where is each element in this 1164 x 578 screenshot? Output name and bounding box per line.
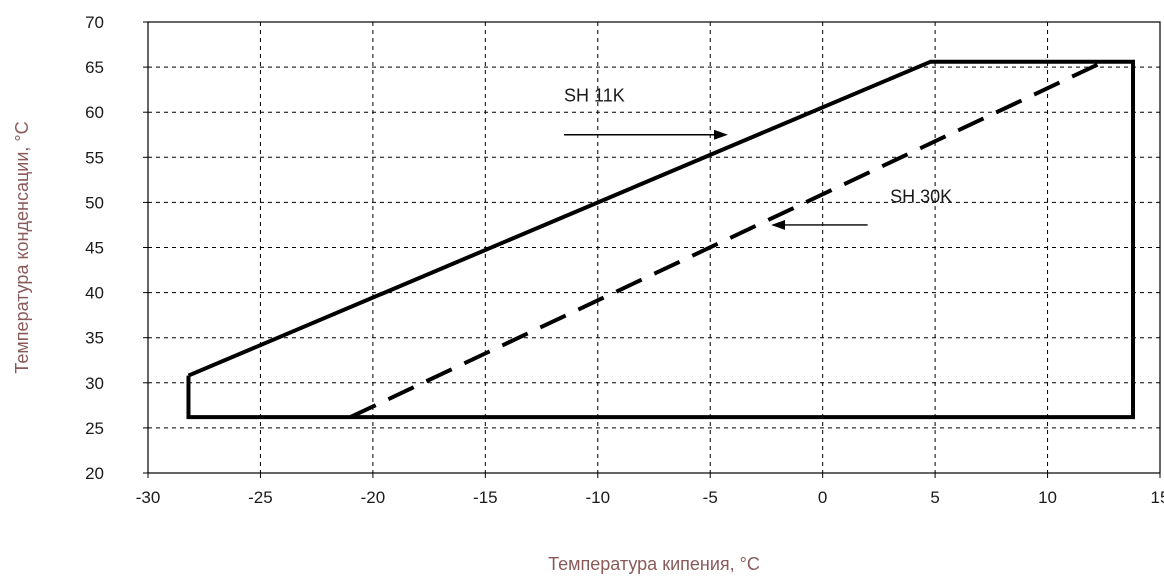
- tick-labels: -30 -25 -20 -15 -10 -5 0 5 10 15 20 25 30 35 40 45 50 55 6…: [85, 13, 1164, 507]
- x-tick-label: 15: [1151, 488, 1164, 507]
- y-tick-label: 65: [85, 58, 104, 77]
- series-line-1: [186, 59, 1136, 420]
- y-axis-label: Температура конденсации, °C: [12, 121, 32, 373]
- x-tick-label: -25: [248, 488, 273, 507]
- y-tick-label: 70: [85, 13, 104, 32]
- x-tick-label: 10: [1038, 488, 1057, 507]
- y-tick-label: 45: [85, 239, 104, 258]
- x-tick-label: -30: [136, 488, 161, 507]
- y-tick-label: 40: [85, 284, 104, 303]
- y-tick-label: 50: [85, 193, 104, 212]
- x-tick-label: 5: [930, 488, 939, 507]
- y-tick-label: 60: [85, 103, 104, 122]
- y-tick-label: 30: [85, 374, 104, 393]
- series: [186, 59, 1136, 420]
- y-tick-label: 20: [85, 464, 104, 483]
- x-tick-label: -5: [703, 488, 718, 507]
- annotation-label-2: SH 30K: [890, 186, 952, 206]
- annotations: SH 11K SH 30K: [564, 85, 952, 230]
- x-tick-label: -20: [361, 488, 386, 507]
- x-tick-label: 0: [818, 488, 827, 507]
- series-line-2: [349, 59, 1105, 419]
- x-tick-label: -15: [473, 488, 498, 507]
- y-tick-label: 25: [85, 419, 104, 438]
- y-tick-label: 35: [85, 329, 104, 348]
- x-axis-label: Температура кипения, °C: [548, 554, 760, 574]
- y-tick-label: 55: [85, 148, 104, 167]
- grid: [148, 22, 1160, 473]
- x-tick-label: -10: [585, 488, 610, 507]
- annotation-label-1: SH 11K: [564, 85, 625, 105]
